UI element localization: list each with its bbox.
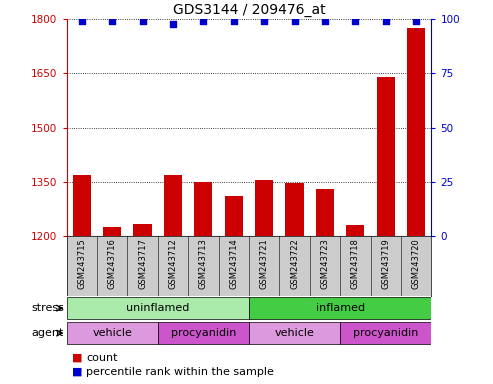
Bar xyxy=(225,196,243,384)
Text: ■: ■ xyxy=(71,367,82,377)
Point xyxy=(352,18,359,25)
Bar xyxy=(285,183,304,384)
Text: GSM243718: GSM243718 xyxy=(351,238,360,289)
Text: GSM243714: GSM243714 xyxy=(229,238,238,289)
Text: vehicle: vehicle xyxy=(92,328,132,338)
Text: inflamed: inflamed xyxy=(316,303,365,313)
Text: percentile rank within the sample: percentile rank within the sample xyxy=(86,367,274,377)
Text: GSM243723: GSM243723 xyxy=(320,238,329,289)
Text: GSM243712: GSM243712 xyxy=(169,238,177,289)
Bar xyxy=(103,227,121,384)
Text: vehicle: vehicle xyxy=(275,328,315,338)
Text: stress: stress xyxy=(31,303,64,313)
Bar xyxy=(340,322,431,344)
Text: uninflamed: uninflamed xyxy=(126,303,189,313)
Text: GSM243716: GSM243716 xyxy=(107,238,117,289)
Bar xyxy=(249,297,431,319)
Text: GSM243717: GSM243717 xyxy=(138,238,147,289)
Text: count: count xyxy=(86,353,118,363)
Bar xyxy=(407,28,425,384)
Bar xyxy=(255,180,273,384)
Bar xyxy=(377,77,395,384)
Text: GSM243713: GSM243713 xyxy=(199,238,208,289)
Point xyxy=(139,18,146,25)
Text: GSM243715: GSM243715 xyxy=(77,238,86,289)
Bar xyxy=(158,322,249,344)
Text: agent: agent xyxy=(32,328,64,338)
Point xyxy=(108,18,116,25)
Bar xyxy=(72,175,91,384)
Text: GSM243722: GSM243722 xyxy=(290,238,299,289)
Text: GSM243719: GSM243719 xyxy=(381,238,390,289)
Point xyxy=(382,18,389,25)
Point xyxy=(169,20,177,26)
Bar xyxy=(316,189,334,384)
Point xyxy=(321,18,329,25)
Bar xyxy=(67,322,158,344)
Point xyxy=(78,18,86,25)
Point xyxy=(260,18,268,25)
Title: GDS3144 / 209476_at: GDS3144 / 209476_at xyxy=(173,3,325,17)
Point xyxy=(230,18,238,25)
Bar xyxy=(164,175,182,384)
Text: ■: ■ xyxy=(71,353,82,363)
Point xyxy=(199,18,208,25)
Point xyxy=(291,18,299,25)
Text: procyanidin: procyanidin xyxy=(171,328,236,338)
Bar xyxy=(134,223,152,384)
Text: procyanidin: procyanidin xyxy=(353,328,419,338)
Bar xyxy=(346,225,364,384)
Bar xyxy=(67,297,249,319)
Bar xyxy=(249,322,340,344)
Bar xyxy=(194,182,212,384)
Text: GSM243720: GSM243720 xyxy=(412,238,421,289)
Text: GSM243721: GSM243721 xyxy=(260,238,269,289)
Point xyxy=(412,18,420,25)
